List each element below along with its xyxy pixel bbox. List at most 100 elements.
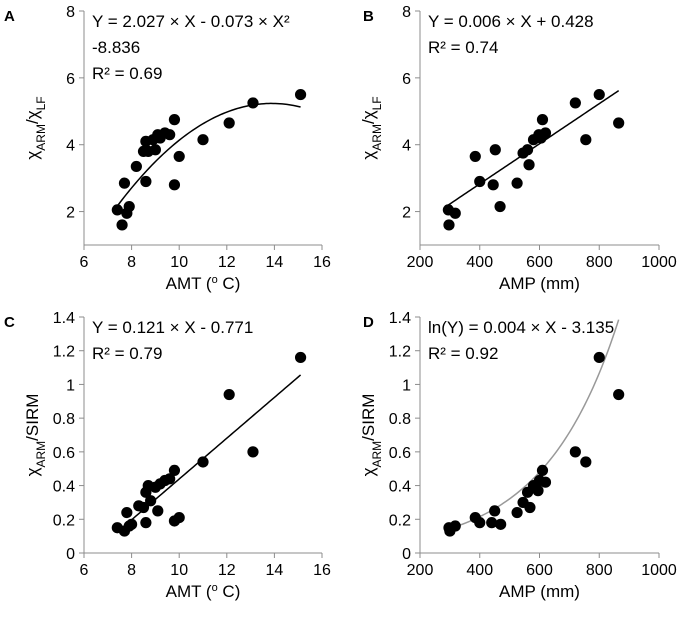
y-tick-label: 1.2 (389, 344, 411, 361)
data-point (536, 114, 549, 126)
data-point (164, 473, 176, 485)
panel-a: A 2 4 6 8 6 8 10 12 14 16 AMT (o C) χARM/χLF Y = 2.02… (4, 4, 331, 293)
data-point (569, 97, 581, 109)
data-point (539, 127, 552, 139)
data-point (140, 175, 152, 188)
x-axis-label: AMT (o C) (166, 582, 241, 601)
x-tick-label: 8 (127, 562, 136, 579)
fit-equation: Y = 0.121 × X - 0.771 (92, 318, 253, 337)
x-tick-label: 16 (313, 254, 331, 271)
y-axis-label: χARM/χLF (23, 96, 48, 159)
y-tick-label: 0.8 (53, 411, 75, 428)
y-tick-label: 0.2 (53, 512, 75, 529)
data-point (511, 506, 523, 519)
x-tick-label: 1000 (641, 254, 677, 271)
fit-equation-line2: -8.836 (92, 38, 140, 57)
x-tick-label: 14 (266, 254, 284, 271)
data-point (469, 150, 481, 163)
x-tick-label: 600 (526, 254, 553, 271)
x-tick-label: 12 (218, 562, 236, 579)
data-point (247, 446, 259, 458)
y-tick-label: 0.6 (53, 445, 75, 462)
data-point (532, 485, 544, 497)
y-axis-label: χARM/χLF (359, 96, 384, 159)
data-point (173, 511, 185, 524)
y-tick-label: 2 (66, 205, 75, 222)
data-point (521, 144, 534, 156)
data-point (164, 129, 176, 141)
y-tick-label: 6 (66, 71, 75, 88)
x-tick-label: 200 (407, 562, 434, 579)
data-point (580, 456, 592, 468)
panel-letter: A (4, 8, 15, 25)
data-point (149, 144, 161, 156)
x-tick-label: 16 (313, 562, 331, 579)
data-point (449, 520, 461, 532)
y-tick-label: 0 (66, 546, 75, 563)
panel-c: C 0 0.2 0.4 0.6 0.8 1 1.2 1.4 6 8 10 12 14 16 AMT (o C)… (4, 310, 331, 601)
data-point (494, 200, 506, 213)
y-tick-label: 4 (66, 138, 75, 155)
r-squared: R² = 0.79 (92, 344, 162, 363)
x-tick-label: 600 (526, 562, 553, 579)
y-tick-label: 1.2 (53, 344, 75, 361)
panel-letter: B (363, 8, 374, 25)
data-point (487, 179, 499, 191)
data-point (145, 495, 157, 507)
data-point (152, 505, 164, 517)
r-squared: R² = 0.69 (92, 64, 162, 83)
data-point (121, 506, 133, 519)
x-tick-label: 14 (266, 562, 284, 579)
data-point (593, 88, 605, 101)
data-point (173, 150, 185, 163)
data-point (580, 134, 592, 146)
data-point (123, 200, 135, 213)
data-point (449, 207, 461, 219)
data-point (197, 456, 209, 468)
fit-equation: ln(Y) = 0.004 × X - 3.135 (428, 318, 614, 337)
data-point (168, 464, 181, 476)
x-tick-label: 10 (170, 254, 188, 271)
y-tick-label: 1 (66, 377, 75, 394)
data-point (168, 179, 181, 191)
data-point (474, 517, 486, 529)
y-tick-label: 0 (402, 546, 411, 563)
data-point (197, 134, 209, 146)
data-point (223, 117, 235, 129)
data-point (495, 518, 507, 530)
data-point (474, 175, 486, 188)
panel-letter: D (363, 314, 374, 331)
data-point (443, 219, 455, 231)
y-axis-label: χARM/SIRM (23, 394, 48, 477)
data-point (111, 204, 123, 216)
y-tick-label: 4 (402, 138, 411, 155)
data-point (294, 88, 307, 101)
data-point (126, 518, 138, 530)
data-point (489, 144, 501, 156)
y-tick-label: 8 (66, 4, 75, 21)
r-squared: R² = 0.92 (428, 344, 498, 363)
data-point (294, 351, 307, 364)
data-point (489, 505, 501, 517)
x-tick-label: 800 (586, 254, 613, 271)
x-tick-label: 10 (170, 562, 188, 579)
data-point (613, 117, 625, 129)
y-tick-label: 8 (402, 4, 411, 21)
fit-equation: Y = 2.027 × X - 0.073 × X² (92, 12, 290, 31)
x-axis-label: AMP (mm) (499, 274, 580, 293)
data-point (118, 177, 131, 189)
data-point (130, 160, 142, 173)
panel-d: D 0 0.2 0.4 0.6 0.8 1 1.2 1.4 200 400 600 800 1000 AMP… (359, 310, 677, 601)
data-point (539, 476, 552, 488)
y-tick-label: 0.4 (53, 479, 75, 496)
y-tick-label: 0.8 (389, 411, 411, 428)
y-tick-label: 0.2 (389, 512, 411, 529)
y-tick-label: 1.4 (53, 310, 75, 327)
data-point (140, 517, 152, 529)
x-tick-label: 400 (466, 562, 493, 579)
y-tick-label: 2 (402, 205, 411, 222)
x-tick-label: 400 (466, 254, 493, 271)
x-tick-label: 800 (586, 562, 613, 579)
panel-letter: C (4, 314, 15, 331)
